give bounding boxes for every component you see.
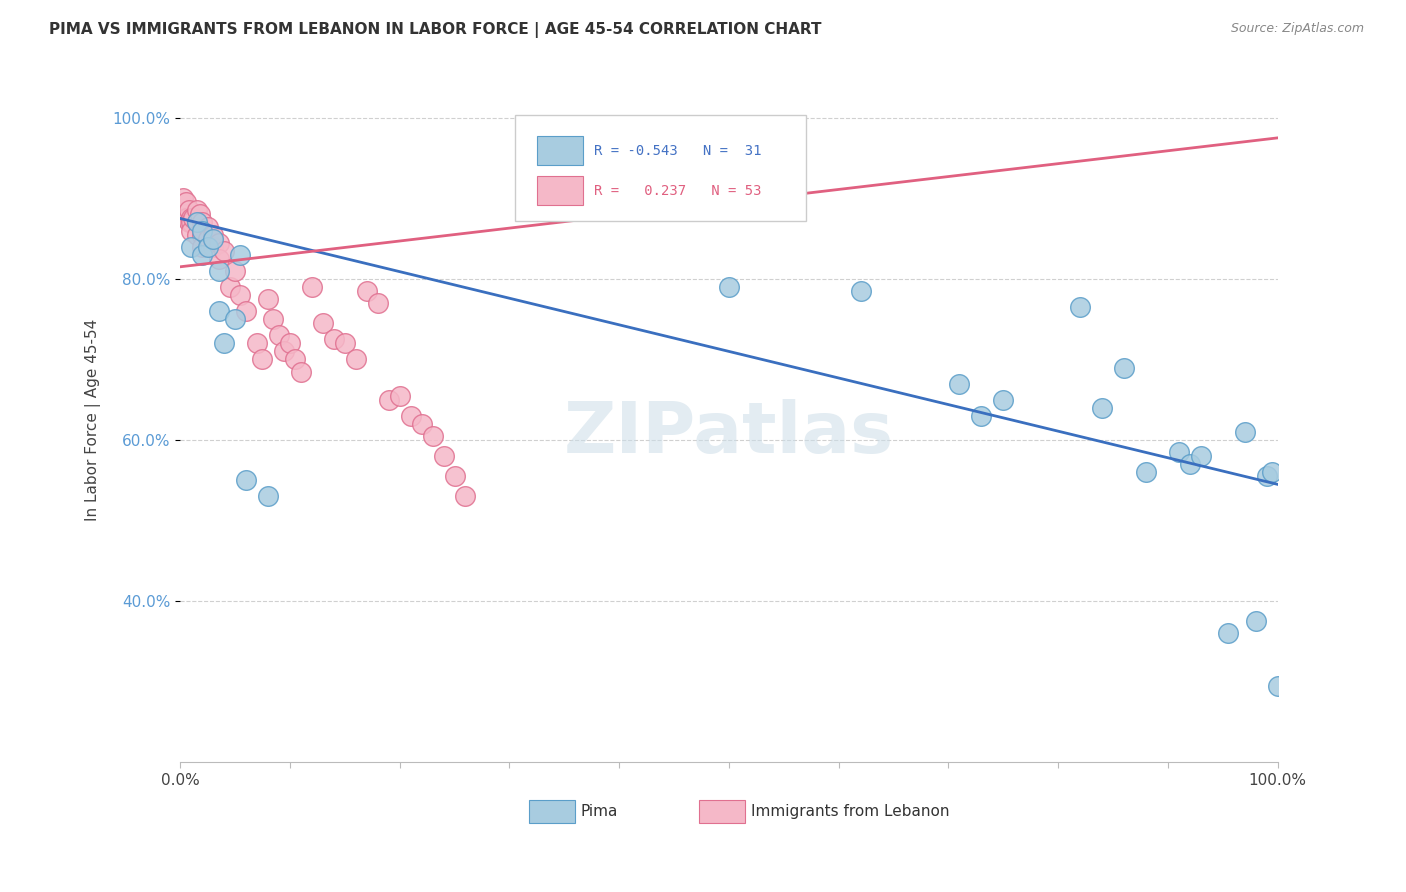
Point (1112, 360, 1135, 375)
FancyBboxPatch shape (537, 177, 583, 205)
Point (191, 248, 214, 262)
Point (173, 207, 195, 221)
Point (993, 392, 1015, 407)
Point (235, 304, 257, 318)
Point (970, 409, 993, 423)
Point (1244, 615, 1267, 629)
Point (186, 215, 208, 229)
Point (177, 215, 200, 229)
Point (356, 284, 378, 298)
Point (207, 264, 229, 278)
Point (186, 203, 208, 218)
Point (1233, 425, 1256, 439)
Point (197, 231, 219, 245)
Point (388, 389, 411, 403)
Point (224, 264, 246, 278)
Point (290, 365, 312, 379)
Point (717, 280, 740, 294)
Point (174, 195, 197, 210)
Point (207, 304, 229, 318)
Point (1261, 465, 1284, 479)
Point (229, 248, 252, 262)
Point (177, 203, 200, 218)
Point (267, 328, 290, 343)
Point (262, 312, 284, 326)
Point (312, 316, 335, 330)
Point (180, 211, 202, 226)
Point (1091, 401, 1114, 415)
Y-axis label: In Labor Force | Age 45-54: In Labor Force | Age 45-54 (86, 318, 101, 521)
Point (1189, 449, 1212, 463)
Point (454, 490, 477, 504)
Point (218, 280, 240, 294)
Point (181, 211, 204, 226)
Point (172, 191, 194, 205)
Point (212, 336, 235, 351)
Point (180, 240, 202, 254)
Point (197, 240, 219, 254)
Point (188, 207, 211, 221)
FancyBboxPatch shape (515, 115, 806, 221)
Point (1135, 465, 1157, 479)
Point (191, 240, 214, 254)
Point (212, 244, 235, 258)
Point (191, 227, 214, 242)
Point (443, 469, 465, 483)
Point (257, 292, 280, 306)
FancyBboxPatch shape (699, 800, 745, 823)
Point (252, 352, 274, 367)
Point (284, 352, 307, 367)
FancyBboxPatch shape (529, 800, 575, 823)
Point (257, 490, 280, 504)
Point (377, 392, 399, 407)
Point (1256, 469, 1278, 483)
Point (367, 296, 389, 310)
Point (278, 336, 301, 351)
Point (186, 227, 208, 242)
Point (344, 352, 367, 367)
Point (399, 409, 422, 423)
Point (333, 336, 356, 351)
Point (207, 235, 229, 250)
Point (191, 223, 214, 237)
Point (1267, 679, 1289, 693)
Point (422, 429, 444, 443)
FancyBboxPatch shape (537, 136, 583, 165)
Text: Source: ZipAtlas.com: Source: ZipAtlas.com (1230, 22, 1364, 36)
Point (849, 284, 872, 298)
Point (1167, 445, 1189, 459)
Point (197, 219, 219, 234)
Point (1069, 300, 1091, 314)
Point (224, 312, 246, 326)
Point (1178, 457, 1201, 471)
Point (202, 240, 225, 254)
Text: R = -0.543   N =  31: R = -0.543 N = 31 (593, 144, 762, 158)
Point (273, 344, 295, 359)
Point (180, 223, 202, 237)
Point (1218, 626, 1240, 640)
Point (202, 227, 225, 242)
Point (191, 215, 214, 229)
Text: R =   0.237   N = 53: R = 0.237 N = 53 (593, 184, 762, 198)
Point (176, 211, 198, 226)
Text: PIMA VS IMMIGRANTS FROM LEBANON IN LABOR FORCE | AGE 45-54 CORRELATION CHART: PIMA VS IMMIGRANTS FROM LEBANON IN LABOR… (49, 22, 821, 38)
Text: ZIPatlas: ZIPatlas (564, 399, 894, 468)
Point (411, 417, 433, 431)
Text: Immigrants from Lebanon: Immigrants from Lebanon (751, 805, 949, 819)
Point (186, 215, 208, 229)
Text: Pima: Pima (581, 805, 619, 819)
Point (432, 449, 454, 463)
Point (207, 252, 229, 266)
Point (174, 211, 197, 226)
Point (322, 332, 344, 346)
Point (301, 280, 323, 294)
Point (229, 288, 252, 302)
Point (235, 473, 257, 487)
Point (948, 376, 970, 391)
Point (246, 336, 269, 351)
Point (180, 215, 202, 229)
Point (202, 231, 225, 245)
